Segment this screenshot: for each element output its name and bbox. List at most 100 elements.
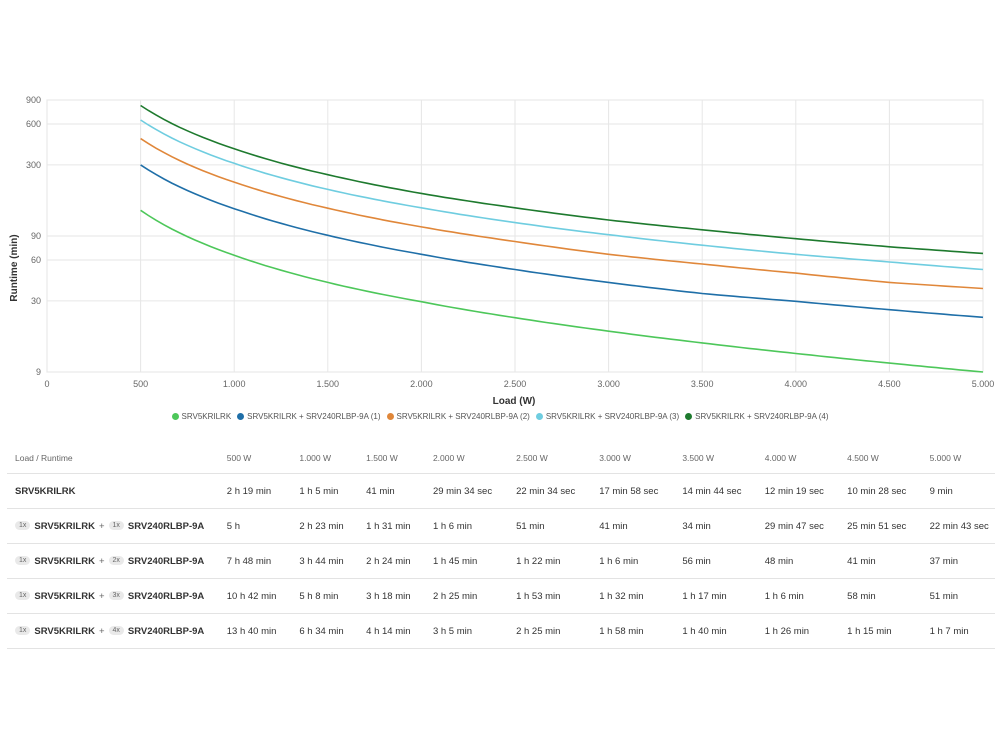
configuration-cell: 1x SRV5KRILRK +2x SRV240RLBP-9A — [7, 543, 219, 579]
y-tick-label: 900 — [26, 95, 41, 105]
table-column-header: 3.000 W — [591, 442, 675, 474]
y-axis-ticks: 9 30 60 90 300 600 900 — [26, 95, 41, 377]
ups-model-name: SRV5KRILRK — [34, 590, 95, 602]
runtime-cell: 7 h 48 min — [218, 543, 292, 579]
table-row: 1x SRV5KRILRK +4x SRV240RLBP-9A 13 h 40 min 6… — [7, 613, 995, 649]
plus-sign: + — [98, 590, 105, 602]
series-line-2 — [140, 164, 984, 319]
x-tick-label: 0 — [44, 379, 49, 389]
runtime-cell: 2 h 25 min — [508, 613, 592, 649]
legend-marker — [535, 413, 543, 420]
battery-pack-name: SRV240RLBP-9A — [127, 555, 205, 567]
x-tick-label: 500 — [133, 379, 148, 389]
legend-item[interactable]: SRV5KRILRK + SRV240RLBP-9A (3) — [535, 412, 679, 421]
runtime-cell: 1 h 15 min — [839, 613, 922, 649]
x-tick-label: 4.500 — [878, 379, 901, 389]
series-line-3 — [140, 137, 984, 290]
legend-item[interactable]: SRV5KRILRK + SRV240RLBP-9A (4) — [685, 412, 828, 421]
x-axis-title: Load (W) — [493, 396, 536, 407]
runtime-cell: 2 h 25 min — [424, 578, 509, 614]
quantity-badge: 4x — [108, 626, 124, 636]
legend-marker — [386, 413, 394, 420]
runtime-cell: 1 h 32 min — [591, 578, 675, 614]
series-line-1 — [140, 209, 984, 373]
legend-label: SRV5KRILRK — [181, 412, 232, 421]
runtime-cell: 12 min 19 sec — [756, 473, 840, 509]
runtime-cell: 29 min 34 sec — [424, 473, 509, 509]
runtime-table: Load / Runtime 500 W 1.000 W 1.500 W 2.000 … — [7, 442, 995, 649]
x-tick-label: 1.500 — [317, 379, 340, 389]
runtime-cell: 3 h 18 min — [358, 578, 425, 614]
table-row: 1x SRV5KRILRK +3x SRV240RLBP-9A 10 h 42 min 5… — [7, 578, 995, 614]
runtime-cell: 6 h 34 min — [291, 613, 359, 649]
runtime-cell: 58 min — [839, 578, 922, 614]
plus-sign: + — [98, 520, 105, 532]
runtime-cell: 5 h 8 min — [291, 578, 359, 614]
x-tick-label: 2.000 — [410, 379, 433, 389]
y-tick-label: 60 — [31, 255, 41, 265]
runtime-cell: 34 min — [674, 508, 757, 544]
y-tick-label: 300 — [26, 160, 41, 170]
runtime-cell: 51 min — [508, 508, 592, 544]
legend-marker — [171, 413, 179, 420]
ups-model-name: SRV5KRILRK — [34, 520, 95, 532]
runtime-cell: 3 h 5 min — [424, 613, 509, 649]
x-tick-label: 5.000 — [972, 379, 995, 389]
runtime-cell: 1 h 7 min — [921, 613, 995, 649]
legend-item[interactable]: SRV5KRILRK + SRV240RLBP-9A (1) — [237, 412, 381, 421]
runtime-cell: 1 h 6 min — [591, 543, 675, 579]
runtime-cell: 22 min 43 sec — [921, 508, 995, 544]
table-header-label: Load / Runtime — [7, 442, 219, 474]
ups-model-name: SRV5KRILRK — [34, 555, 95, 567]
runtime-cell: 13 h 40 min — [218, 613, 292, 649]
runtime-cell: 2 h 19 min — [218, 473, 292, 509]
legend-item[interactable]: SRV5KRILRK + SRV240RLBP-9A (2) — [386, 412, 530, 421]
y-tick-label: 30 — [31, 296, 41, 306]
runtime-cell: 2 h 24 min — [358, 543, 425, 579]
runtime-cell: 1 h 40 min — [674, 613, 757, 649]
series-line-4 — [140, 119, 984, 271]
runtime-cell: 5 h — [218, 508, 292, 544]
runtime-cell: 51 min — [921, 578, 995, 614]
chart-legend: SRV5KRILRK SRV5KRILRK + SRV240RLBP-9A (1)… — [0, 412, 1000, 421]
quantity-badge: 1x — [15, 521, 31, 531]
configuration-cell: 1x SRV5KRILRK +1x SRV240RLBP-9A — [7, 508, 219, 544]
x-tick-label: 3.000 — [597, 379, 620, 389]
configuration-cell: 1x SRV5KRILRK +3x SRV240RLBP-9A — [7, 578, 219, 614]
quantity-badge: 3x — [108, 591, 124, 601]
legend-label: SRV5KRILRK + SRV240RLBP-9A (4) — [695, 412, 829, 421]
quantity-badge: 1x — [15, 556, 31, 566]
runtime-chart: 0 500 1.000 1.500 2.000 2.500 3.000 3.500 4.000 4… — [9, 95, 994, 407]
chart-grid — [46, 99, 984, 373]
configuration-cell: 1x SRV5KRILRK +4x SRV240RLBP-9A — [7, 613, 219, 649]
runtime-cell: 41 min — [358, 473, 425, 509]
configuration-cell: SRV5KRILRK — [7, 473, 219, 509]
plus-sign: + — [98, 625, 105, 637]
runtime-cell: 1 h 58 min — [591, 613, 675, 649]
y-tick-label: 600 — [26, 119, 41, 129]
y-tick-label: 9 — [36, 367, 41, 377]
table-column-header: 2.500 W — [508, 442, 592, 474]
runtime-cell: 1 h 17 min — [674, 578, 757, 614]
series-line-5 — [140, 104, 984, 255]
x-tick-label: 3.500 — [691, 379, 714, 389]
x-tick-label: 4.000 — [785, 379, 808, 389]
runtime-cell: 10 h 42 min — [218, 578, 292, 614]
table-column-header: 1.000 W — [291, 442, 359, 474]
battery-pack-name: SRV240RLBP-9A — [127, 590, 205, 602]
x-tick-label: 2.500 — [504, 379, 527, 389]
runtime-cell: 17 min 58 sec — [591, 473, 675, 509]
runtime-cell: 1 h 45 min — [424, 543, 509, 579]
legend-item[interactable]: SRV5KRILRK — [171, 412, 232, 421]
y-tick-label: 90 — [31, 231, 41, 241]
x-axis-ticks: 0 500 1.000 1.500 2.000 2.500 3.000 3.500 4.000 4… — [44, 379, 994, 389]
table-column-header: 500 W — [218, 442, 292, 474]
runtime-cell: 1 h 5 min — [291, 473, 359, 509]
battery-pack-name: SRV240RLBP-9A — [127, 520, 205, 532]
runtime-cell: 1 h 26 min — [756, 613, 840, 649]
runtime-cell: 48 min — [756, 543, 840, 579]
runtime-cell: 1 h 6 min — [756, 578, 840, 614]
table-row: SRV5KRILRK 2 h 19 min 1 h 5 min 41 min 29 mi… — [7, 473, 995, 509]
quantity-badge: 1x — [15, 626, 31, 636]
chart-series — [140, 104, 984, 373]
